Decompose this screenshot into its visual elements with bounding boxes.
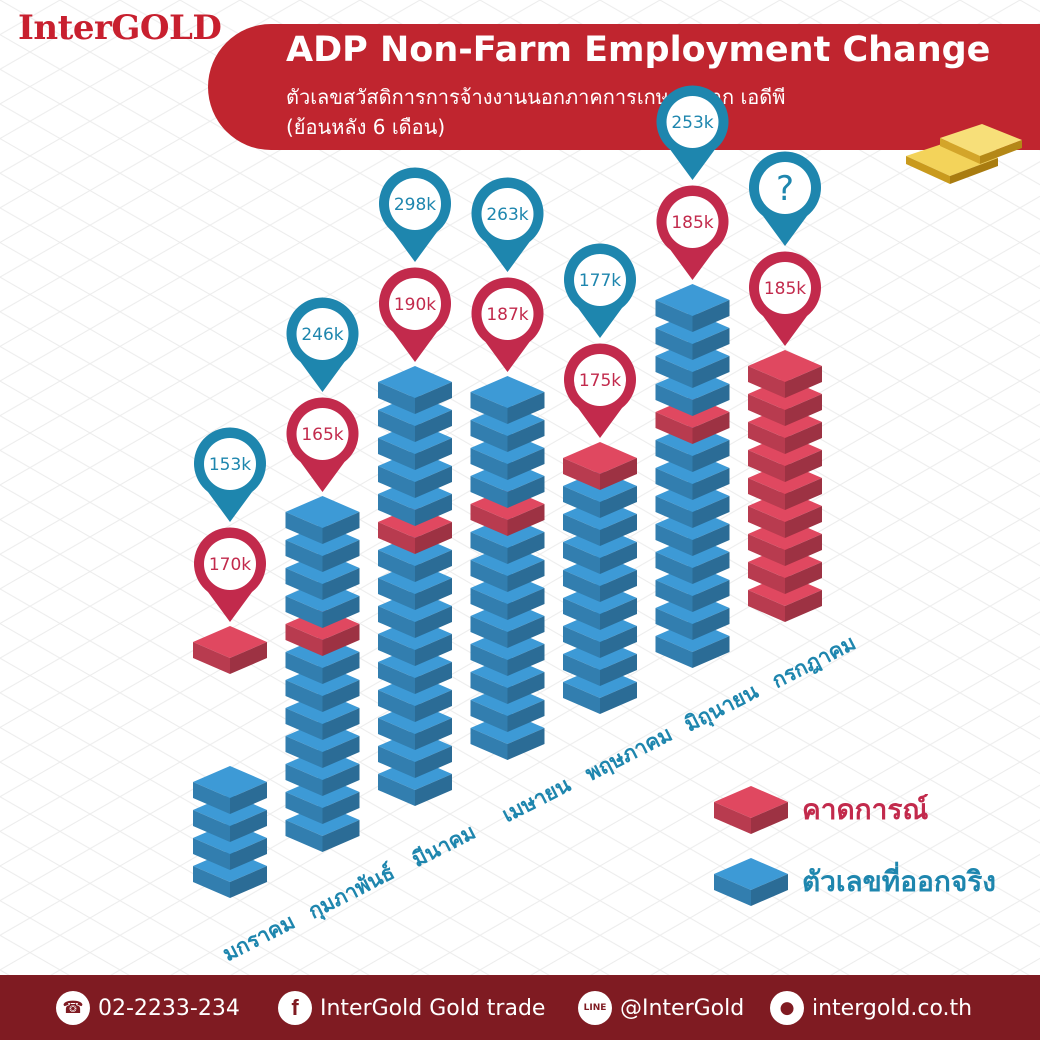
intergold-logo: InterGOLD [18,8,222,48]
legend-actual-label: ตัวเลขที่ออกจริง [802,865,996,898]
column-1 [193,626,267,898]
chart-title: ADP Non-Farm Employment Change [286,30,991,70]
category-label-1: มกราคม [219,909,299,966]
bar-block-7-9 [748,350,822,398]
column-6 [655,284,730,668]
category-label-3: มีนาคม [408,820,479,872]
legend-forecast-label: คาดการณ์ [802,793,929,826]
column-4 [470,376,545,760]
pin-forecast-5: 175k [564,343,637,438]
legend-actual: ตัวเลขที่ออกจริง [712,856,996,908]
pin-forecast-2: 165k [286,397,359,492]
footer-phone-text: 02-2233-234 [98,995,240,1021]
pin-forecast-1-label: 170k [209,555,251,575]
pin-forecast-6-label: 185k [671,213,713,233]
pin-actual-4: 263k [471,177,544,272]
pin-forecast-7-label: 185k [764,279,806,299]
pin-actual-6-label: 253k [671,113,713,133]
employment-chart: 170k 153k มกราคม 165k 246k กุมภาพันธ์ 190k 298k… [193,85,860,966]
bar-block-1-4 [193,766,267,814]
legend-forecast-swatch [714,786,788,834]
phone-icon: ☎ [56,991,90,1025]
pin-forecast-7: 185k [748,251,822,346]
legend-forecast: คาดการณ์ [712,784,928,836]
bar-block-1-9 [193,626,267,674]
pin-forecast-3-label: 190k [394,295,436,315]
facebook-icon: f [278,991,312,1025]
pin-actual-4-label: 263k [486,205,528,225]
pin-forecast-4-label: 187k [486,305,528,325]
category-label-7: กรกฎาคม [768,631,860,693]
category-label-5: พฤษภาคม [582,722,677,786]
title-banner [208,24,1040,150]
bar-block-3-15 [378,366,452,414]
footer-line[interactable]: LINE @InterGold [578,991,744,1025]
globe-icon: ● [770,991,804,1025]
bar-block-6-13 [655,284,730,332]
column-3 [378,366,452,806]
pin-actual-2: 246k [286,297,359,392]
pin-actual-1-label: 153k [209,455,251,475]
bar-block-2-12 [285,496,360,544]
column-5 [563,442,637,714]
pin-actual-1: 153k [194,427,266,522]
category-label-6: มิถุนายน [681,679,764,738]
footer-line-text: @InterGold [620,995,745,1021]
bar-block-5-9 [563,442,637,490]
category-label-2: กุมภาพันธ์ [304,860,399,925]
pin-actual-5-label: 177k [579,271,621,291]
pin-actual-3: 298k [379,167,452,262]
pin-actual-5: 177k [564,243,636,338]
subtitle-line-2: (ย้อนหลัง 6 เดือน) [286,115,446,139]
pin-actual-3-label: 298k [394,195,436,215]
gold-bars-icon [906,124,1022,184]
pin-actual-7: ? [748,151,822,246]
pin-forecast-4: 187k [471,277,544,372]
column-2 [285,496,360,852]
pin-forecast-1: 170k [194,527,266,622]
category-label-4: เมษายน [498,772,575,827]
pin-actual-7-label: ? [776,169,794,209]
footer-facebook-text: InterGold Gold trade [320,995,546,1021]
footer-website[interactable]: ● intergold.co.th [770,991,972,1025]
pin-actual-2-label: 246k [301,325,343,345]
column-7 [748,350,822,622]
footer-bar: ☎ 02-2233-234 f InterGold Gold trade LIN… [0,975,1040,1040]
bar-block-4-13 [470,376,545,424]
pin-forecast-6: 185k [656,185,729,280]
footer-facebook[interactable]: f InterGold Gold trade [278,991,545,1025]
pin-actual-6: 253k [656,85,729,180]
legend-actual-swatch [714,858,788,906]
pin-forecast-2-label: 165k [301,425,343,445]
pin-forecast-3: 190k [379,267,452,362]
line-icon: LINE [578,991,612,1025]
footer-phone[interactable]: ☎ 02-2233-234 [56,991,240,1025]
pin-forecast-5-label: 175k [579,371,621,391]
footer-website-text: intergold.co.th [812,995,973,1021]
